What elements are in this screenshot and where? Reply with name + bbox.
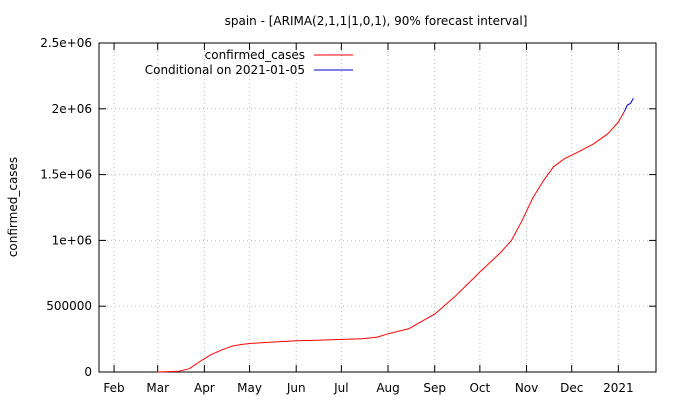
x-tick-label: 2021 (603, 381, 634, 395)
plot-frame (98, 42, 657, 373)
axes: 0 500000 1e+06 1.5e+06 2e+06 2.5e+06 Feb Mar Apr… (40, 36, 656, 395)
x-tick-label: Sep (423, 381, 446, 395)
x-tick-label: Dec (560, 381, 583, 395)
legend-label-0: confirmed_cases (205, 48, 305, 62)
chart-title: spain - [ARIMA(2,1,1|1,0,1), 90% forecas… (225, 14, 528, 28)
series-lines (157, 98, 634, 373)
x-tick-label: Aug (376, 381, 399, 395)
x-tick-label: Oct (469, 381, 490, 395)
grid (99, 43, 656, 372)
y-axis-label: confirmed_cases (6, 157, 20, 257)
y-tick-label: 0 (84, 365, 92, 379)
x-tick-label: Jul (333, 381, 348, 395)
series-line-0 (157, 111, 625, 373)
x-tick-label: Apr (194, 381, 215, 395)
y-tick-label: 500000 (46, 299, 92, 313)
y-tick-label: 1e+06 (52, 233, 92, 247)
x-tick-label: Mar (146, 381, 169, 395)
x-tick-label: Feb (103, 381, 124, 395)
legend-label-1: Conditional on 2021-01-05 (145, 63, 305, 77)
y-tick-label: 1.5e+06 (40, 168, 92, 182)
x-tick-label: Nov (515, 381, 538, 395)
series-line-1 (623, 98, 634, 112)
x-tick-label: May (237, 381, 262, 395)
y-tick-label: 2e+06 (52, 102, 92, 116)
y-tick-label: 2.5e+06 (40, 36, 92, 50)
x-tick-label: Jun (286, 381, 306, 395)
